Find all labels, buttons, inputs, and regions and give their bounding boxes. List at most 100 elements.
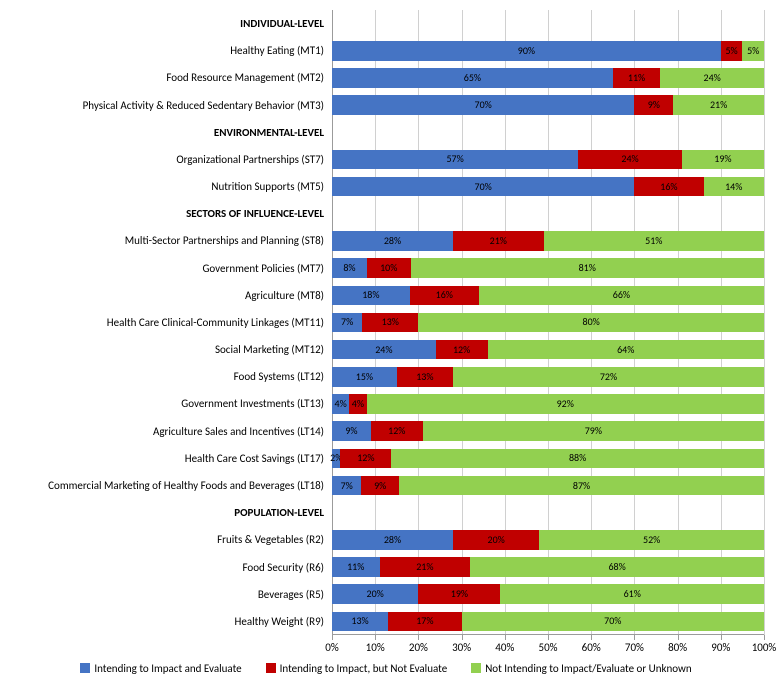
bar-segment-value: 81% — [579, 263, 596, 273]
legend-swatch — [80, 663, 90, 673]
bar-segment-value: 21% — [710, 100, 727, 110]
bar-segment-value: 80% — [583, 317, 600, 327]
x-tick-mark — [548, 635, 549, 640]
bar-segment-value: 66% — [613, 290, 630, 300]
legend-label: Not Intending to Impact/Evaluate or Unkn… — [485, 662, 691, 675]
stacked-bar: 28%20%52% — [332, 530, 764, 550]
category-label: Social Marketing (MT12) — [8, 344, 332, 355]
category-label: Food Security (R6) — [8, 562, 332, 573]
bar-segment-value: 12% — [453, 345, 470, 355]
category-heading: POPULATION-LEVEL — [8, 507, 332, 518]
bar-segment-eval: 20% — [332, 584, 418, 604]
bar-segment-noeval: 4% — [349, 394, 366, 414]
category-label: Government Policies (MT7) — [8, 263, 332, 274]
bar: 70%9%21% — [332, 92, 764, 119]
legend-label: Intending to Impact, but Not Evaluate — [280, 662, 448, 675]
legend: Intending to Impact and Evaluate Intendin… — [8, 657, 764, 679]
bar-segment-none: 5% — [742, 41, 764, 61]
bar-segment-value: 17% — [416, 616, 433, 626]
category-label: Physical Activity & Reduced Sedentary Be… — [8, 100, 332, 111]
category-label: Agriculture Sales and Incentives (LT14) — [8, 426, 332, 437]
bar-segment-value: 65% — [464, 73, 481, 83]
bar-segment-value: 52% — [643, 535, 660, 545]
bar-segment-value: 15% — [356, 372, 373, 382]
bar-segment-none: 80% — [418, 313, 764, 333]
x-tick-label: 60% — [582, 641, 601, 654]
stacked-bar: 70%16%14% — [332, 177, 764, 197]
bar-segment-value: 13% — [382, 317, 399, 327]
x-tick-mark — [678, 635, 679, 640]
stacked-bar: 24% 12% 64% — [332, 340, 764, 360]
category-heading: SECTORS OF INFLUENCE-LEVEL — [8, 208, 332, 219]
bar-segment-none: 88% — [391, 449, 764, 469]
bar-segment-none: 79% — [423, 421, 764, 441]
category-label: Agriculture (MT8) — [8, 290, 332, 301]
stacked-bar: 90%5%5% — [332, 41, 764, 61]
category-label: Food Resource Management (MT2) — [8, 72, 332, 83]
category-heading: INDIVIDUAL-LEVEL — [8, 18, 332, 29]
x-tick-label: 70% — [625, 641, 644, 654]
bar-segment-value: 24% — [375, 345, 392, 355]
bar-segment-eval: 9% — [332, 421, 371, 441]
bar-segment-value: 16% — [660, 182, 677, 192]
bar-segment-eval: 70% — [332, 177, 634, 197]
bar-segment-value: 9% — [345, 426, 357, 436]
bar-segment-noeval: 21% — [380, 557, 471, 577]
x-tick-label: 20% — [409, 641, 428, 654]
x-axis: 0%10%20%30%40%50%60%70%80%90%100% — [8, 635, 764, 657]
stacked-bar: 9% 12%79% — [332, 421, 764, 441]
bar-segment-eval: 11% — [332, 557, 380, 577]
bar-segment-value: 70% — [475, 182, 492, 192]
bar-segment-value: 5% — [747, 46, 759, 56]
bar-segment-value: 11% — [347, 562, 364, 572]
legend-label: Intending to Impact and Evaluate — [94, 662, 241, 675]
legend-item: Not Intending to Impact/Evaluate or Unkn… — [471, 662, 691, 675]
bar-segment-none: 19% — [682, 150, 764, 170]
bar-segment-eval: 65% — [332, 68, 613, 88]
stacked-bar: 20%19%61% — [332, 584, 764, 604]
bar-segment-eval: 15% — [332, 367, 397, 387]
bar-segment-none: 24% — [660, 68, 764, 88]
bar: 28%20%52% — [332, 526, 764, 553]
bar: 9% 12%79% — [332, 418, 764, 445]
stacked-bar: 57%24%19% — [332, 150, 764, 170]
x-tick-label: 30% — [452, 641, 471, 654]
bar: 20%19%61% — [332, 581, 764, 608]
bars-area: 90%5%5%65%11%24%70%9%21%57%24%19%70%16%1… — [332, 10, 764, 635]
bar-segment-noeval: 12% — [371, 421, 423, 441]
bar-segment-eval: 7% — [332, 313, 362, 333]
legend-item: Intending to Impact and Evaluate — [80, 662, 241, 675]
bar: 65%11%24% — [332, 64, 764, 91]
bar-segment-value: 64% — [617, 345, 634, 355]
stacked-bar: 70%9%21% — [332, 95, 764, 115]
stacked-bar: 65%11%24% — [332, 68, 764, 88]
x-tick-mark — [764, 635, 765, 640]
bar-segment-none: 72% — [453, 367, 764, 387]
bar-segment-eval: 13% — [332, 612, 388, 632]
bar-segment-noeval: 12% — [340, 449, 391, 469]
bar-segment-value: 7% — [341, 481, 353, 491]
empty-bar-slot — [332, 10, 764, 37]
x-tick-mark — [418, 635, 419, 640]
category-label: Healthy Weight (R9) — [8, 616, 332, 627]
bar-segment-eval: 24% — [332, 340, 436, 360]
bar-segment-value: 57% — [446, 154, 463, 164]
bar-segment-none: 70% — [462, 612, 764, 632]
y-axis-labels: INDIVIDUAL-LEVELHealthy Eating (MT1)Food… — [8, 10, 332, 635]
bar-segment-value: 18% — [362, 290, 379, 300]
bar-segment-eval: 8% — [332, 258, 367, 278]
bar-segment-eval: 28% — [332, 231, 453, 251]
bar: 4%4%92% — [332, 390, 764, 417]
bar-segment-none: 64% — [488, 340, 764, 360]
bar-segment-noeval: 13% — [362, 313, 418, 333]
bar-segment-value: 72% — [600, 372, 617, 382]
x-tick-mark — [591, 635, 592, 640]
category-label: Beverages (R5) — [8, 589, 332, 600]
bar-segment-value: 92% — [557, 399, 574, 409]
bar-segment-noeval: 16% — [634, 177, 703, 197]
bar-segment-value: 88% — [569, 453, 586, 463]
bar-segment-noeval: 5% — [721, 41, 743, 61]
bar-segment-value: 21% — [416, 562, 433, 572]
bar-segment-eval: 28% — [332, 530, 453, 550]
bar-segment-value: 70% — [604, 616, 621, 626]
